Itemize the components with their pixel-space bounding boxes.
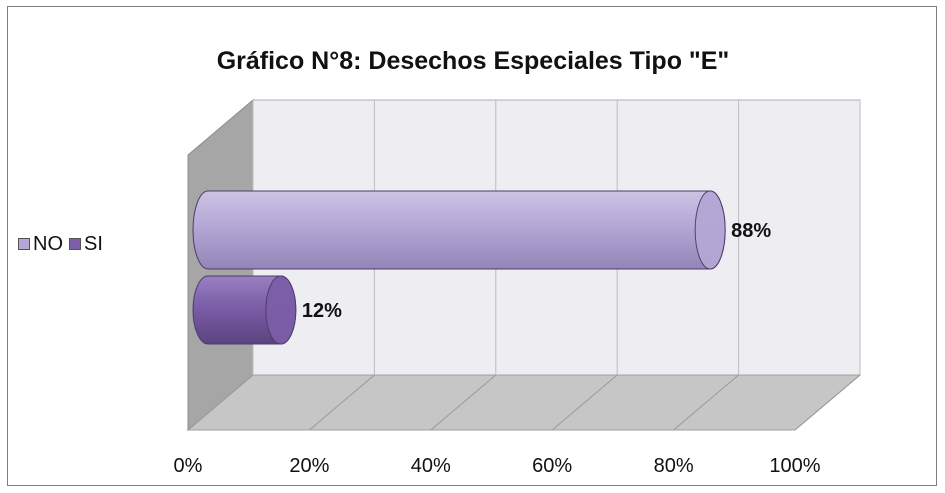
- gridline-floor: [309, 374, 375, 431]
- x-tick-label: 20%: [289, 455, 329, 477]
- legend-label-no: NO: [33, 232, 63, 255]
- legend-item-no: NO: [18, 233, 63, 256]
- chart-title: Gráfico N°8: Desechos Especiales Tipo "E…: [216, 47, 730, 75]
- gridline-floor: [794, 374, 861, 431]
- legend: NO SI: [18, 232, 109, 256]
- bar-cap-si: [265, 275, 297, 345]
- legend-label-si: SI: [84, 232, 103, 255]
- legend-swatch-si: [69, 238, 81, 250]
- x-tick-label: 0%: [174, 455, 203, 477]
- data-label-no: 88%: [731, 220, 771, 242]
- x-tick-label: 40%: [411, 455, 451, 477]
- x-tick-label: 80%: [654, 455, 694, 477]
- x-tick-label: 60%: [532, 455, 572, 477]
- bar-no: [192, 190, 726, 270]
- x-tick-label: 100%: [769, 455, 820, 477]
- legend-item-si: SI: [69, 233, 103, 256]
- legend-swatch-no: [18, 238, 30, 250]
- bar-cap-no: [694, 190, 726, 270]
- data-label-si: 12%: [302, 300, 342, 322]
- gridline-floor: [430, 374, 497, 431]
- gridline-floor: [187, 374, 254, 431]
- gridline-floor: [551, 374, 618, 431]
- floor: [186, 374, 862, 431]
- gridline-floor: [673, 374, 739, 431]
